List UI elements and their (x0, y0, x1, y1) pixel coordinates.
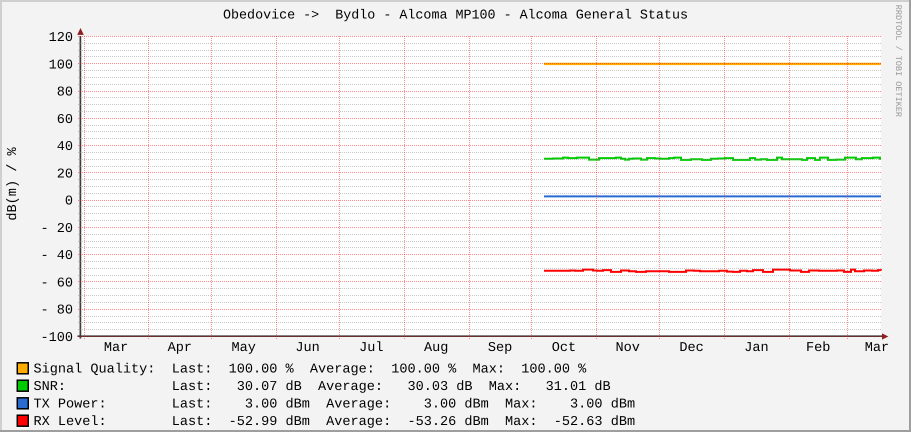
svg-text:- 60: - 60 (40, 276, 73, 291)
svg-text:dB(m) / %: dB(m) / % (6, 147, 21, 221)
svg-text:Jun: Jun (295, 341, 319, 356)
svg-text:May: May (232, 341, 256, 356)
svg-text:120: 120 (49, 31, 73, 46)
svg-text:Mar: Mar (865, 341, 889, 356)
svg-text:Signal Quality: Last: 100.00: Signal Quality: Last: 100.00 % Average: … (34, 363, 588, 378)
svg-text:40: 40 (57, 140, 73, 155)
svg-text:SNR: Last: 30.07: SNR: Last: 30.07 dB Average: 30.03 dB Ma… (34, 380, 611, 395)
svg-text:80: 80 (57, 86, 73, 101)
svg-text:Apr: Apr (168, 341, 192, 356)
svg-text:- 20: - 20 (40, 222, 73, 237)
svg-text:Obedovice -> Bydlo - Alcoma M: Obedovice -> Bydlo - Alcoma MP100 - Alco… (223, 9, 688, 24)
svg-text:Jul: Jul (359, 341, 383, 356)
svg-text:Feb: Feb (806, 341, 830, 356)
svg-text:RRDTOOL / TOBI OETIKER: RRDTOOL / TOBI OETIKER (893, 5, 903, 117)
svg-text:20: 20 (57, 167, 73, 182)
svg-text:100: 100 (49, 58, 73, 73)
svg-text:Dec: Dec (679, 341, 703, 356)
svg-text:Aug: Aug (424, 341, 448, 356)
svg-text:Nov: Nov (616, 341, 640, 356)
svg-text:Oct: Oct (552, 341, 576, 356)
svg-text:- 80: - 80 (40, 304, 73, 319)
svg-text:0: 0 (65, 195, 73, 210)
svg-text:- 40: - 40 (40, 249, 73, 264)
svg-text:60: 60 (57, 113, 73, 128)
svg-text:RX Level: Last: -52.99: RX Level: Last: -52.99 dBm Average: -53.… (34, 415, 636, 430)
svg-text:TX Power: Last: 3.00: TX Power: Last: 3.00 dBm Average: 3.00 d… (34, 398, 636, 413)
svg-text:Jan: Jan (744, 341, 768, 356)
svg-text:Mar: Mar (104, 341, 128, 356)
svg-text:-100: -100 (40, 331, 73, 346)
svg-text:Sep: Sep (488, 341, 512, 356)
